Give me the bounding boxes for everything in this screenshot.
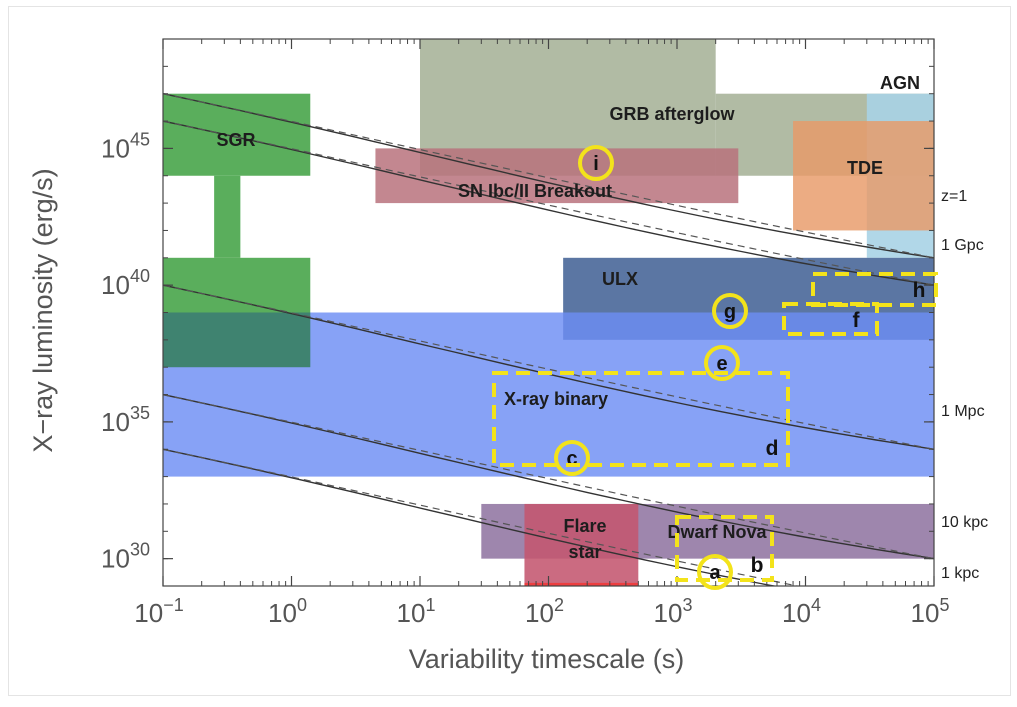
marker-i-label: i (593, 153, 599, 175)
x-axis-title: Variability timescale (s) (409, 644, 685, 674)
region-sgr-rect (214, 175, 241, 258)
marker-c-circle (554, 440, 590, 476)
distance-lines (163, 93, 934, 586)
marker-h-label: h (913, 279, 926, 302)
distance-label-z-1: z=1 (941, 188, 967, 205)
marker-f-label: f (853, 309, 861, 332)
marker-i-circle (578, 145, 614, 181)
region-sgr-rect (163, 93, 311, 176)
y-tick-label: 1040 (101, 266, 150, 300)
line-labels: z=1 1 Gpc 1 Mpc 10 kpc 1 kpc (941, 188, 988, 582)
region-label-tde: TDE (847, 158, 883, 178)
distance-label-1-kpc: 1 kpc (941, 565, 979, 582)
distance-line-z-1 (163, 93, 934, 259)
marker-g-label: g (724, 301, 736, 323)
x-tick-label: 10−1 (134, 595, 183, 628)
distance-line-1-kpc (163, 448, 778, 586)
marker-b-label: b (751, 554, 764, 577)
region-flare-star (524, 503, 639, 586)
marker-d-box (492, 371, 790, 467)
region-labels: GRB afterglow SN Ibc/II Breakout AGN TDE SGR… (216, 73, 920, 562)
x-tick-label: 105 (911, 595, 950, 628)
x-tick-label: 104 (782, 595, 821, 628)
x-tick-label: 101 (397, 595, 436, 628)
marker-a-circle (697, 554, 733, 590)
marker-e-circle (704, 345, 740, 381)
marker-b-box (675, 515, 774, 582)
marker-e-label: e (716, 353, 727, 375)
region-label-dwarf-nova: Dwarf Nova (667, 522, 767, 542)
distance-line-1-gpc (163, 120, 934, 286)
region-label-sgr: SGR (216, 130, 255, 150)
distance-line-10-kpc (163, 393, 934, 560)
marker-h-box (811, 272, 938, 307)
region-label-flare-star: Flare star (563, 516, 606, 562)
region-label-agn: AGN (880, 73, 920, 93)
x-tick-label: 100 (268, 595, 307, 628)
region-flare-star-foot (524, 582, 639, 586)
y-tick-label: 1030 (101, 540, 150, 574)
regions (163, 39, 934, 586)
region-flare-star-rect (524, 503, 639, 586)
marker-d-label: d (766, 437, 779, 460)
region-sn-ibc-ii-breakout (375, 148, 739, 204)
axes: 10−1 100 101 102 103 104 105 1030 1035 1040 1045 Va… (28, 38, 950, 674)
region-sgr-overlap (163, 312, 311, 368)
marker-c-label: c (566, 448, 577, 470)
y-tick-label: 1035 (101, 403, 150, 437)
region-label-x-ray-binary: X-ray binary (504, 389, 608, 409)
y-tick-label: 1045 (101, 129, 150, 163)
y-axis-title: X−ray luminosity (erg/s) (28, 168, 58, 452)
marker-f-box (782, 302, 879, 336)
region-label-ulx: ULX (602, 269, 638, 289)
distance-label-1-mpc: 1 Mpc (941, 403, 985, 420)
marker-g-circle (712, 293, 748, 329)
x-tick-label: 102 (525, 595, 564, 628)
region-label-sn-ibc-ii-breakout: SN Ibc/II Breakout (458, 181, 612, 201)
x-tick-label: 103 (654, 595, 693, 628)
distance-label-10-kpc: 10 kpc (941, 514, 988, 531)
distance-label-1-gpc: 1 Gpc (941, 237, 984, 254)
figure-border (8, 6, 1011, 696)
region-tde-rect (793, 121, 934, 231)
region-sn-ibc-ii-breakout-rect (375, 148, 739, 204)
region-tde (793, 121, 934, 231)
region-label-grb-afterglow: GRB afterglow (609, 104, 735, 124)
